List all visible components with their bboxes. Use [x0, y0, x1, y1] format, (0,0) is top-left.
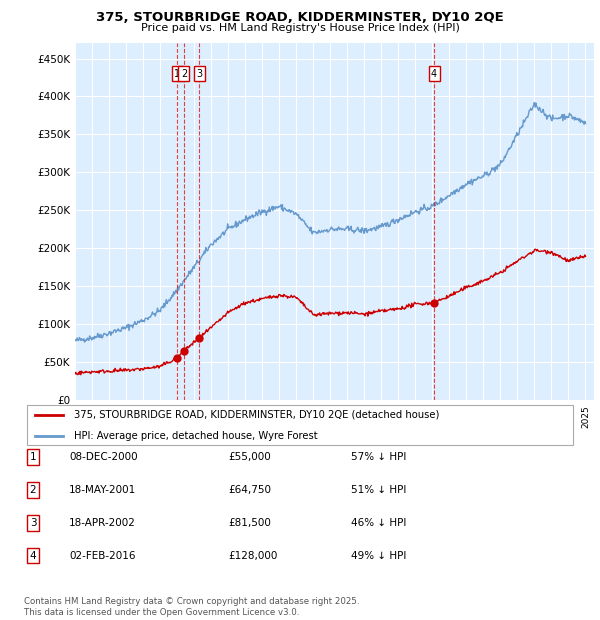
Text: Price paid vs. HM Land Registry's House Price Index (HPI): Price paid vs. HM Land Registry's House …: [140, 23, 460, 33]
Text: HPI: Average price, detached house, Wyre Forest: HPI: Average price, detached house, Wyre…: [74, 431, 317, 441]
Text: 18-APR-2002: 18-APR-2002: [69, 518, 136, 528]
Text: 375, STOURBRIDGE ROAD, KIDDERMINSTER, DY10 2QE: 375, STOURBRIDGE ROAD, KIDDERMINSTER, DY…: [96, 11, 504, 24]
Text: 51% ↓ HPI: 51% ↓ HPI: [351, 485, 406, 495]
Text: 08-DEC-2000: 08-DEC-2000: [69, 452, 137, 462]
Text: £128,000: £128,000: [228, 551, 277, 560]
Text: 1: 1: [29, 452, 37, 462]
Text: 375, STOURBRIDGE ROAD, KIDDERMINSTER, DY10 2QE (detached house): 375, STOURBRIDGE ROAD, KIDDERMINSTER, DY…: [74, 410, 439, 420]
Text: 4: 4: [431, 69, 437, 79]
Text: 2: 2: [181, 69, 187, 79]
Text: 02-FEB-2016: 02-FEB-2016: [69, 551, 136, 560]
Text: 3: 3: [29, 518, 37, 528]
Text: 57% ↓ HPI: 57% ↓ HPI: [351, 452, 406, 462]
Text: 1: 1: [174, 69, 180, 79]
Text: 49% ↓ HPI: 49% ↓ HPI: [351, 551, 406, 560]
Text: 2: 2: [29, 485, 37, 495]
Text: Contains HM Land Registry data © Crown copyright and database right 2025.
This d: Contains HM Land Registry data © Crown c…: [24, 598, 359, 617]
Text: £55,000: £55,000: [228, 452, 271, 462]
Text: 46% ↓ HPI: 46% ↓ HPI: [351, 518, 406, 528]
Text: 18-MAY-2001: 18-MAY-2001: [69, 485, 136, 495]
Text: £81,500: £81,500: [228, 518, 271, 528]
Text: 3: 3: [196, 69, 202, 79]
FancyBboxPatch shape: [27, 405, 573, 445]
Text: £64,750: £64,750: [228, 485, 271, 495]
Text: 4: 4: [29, 551, 37, 560]
